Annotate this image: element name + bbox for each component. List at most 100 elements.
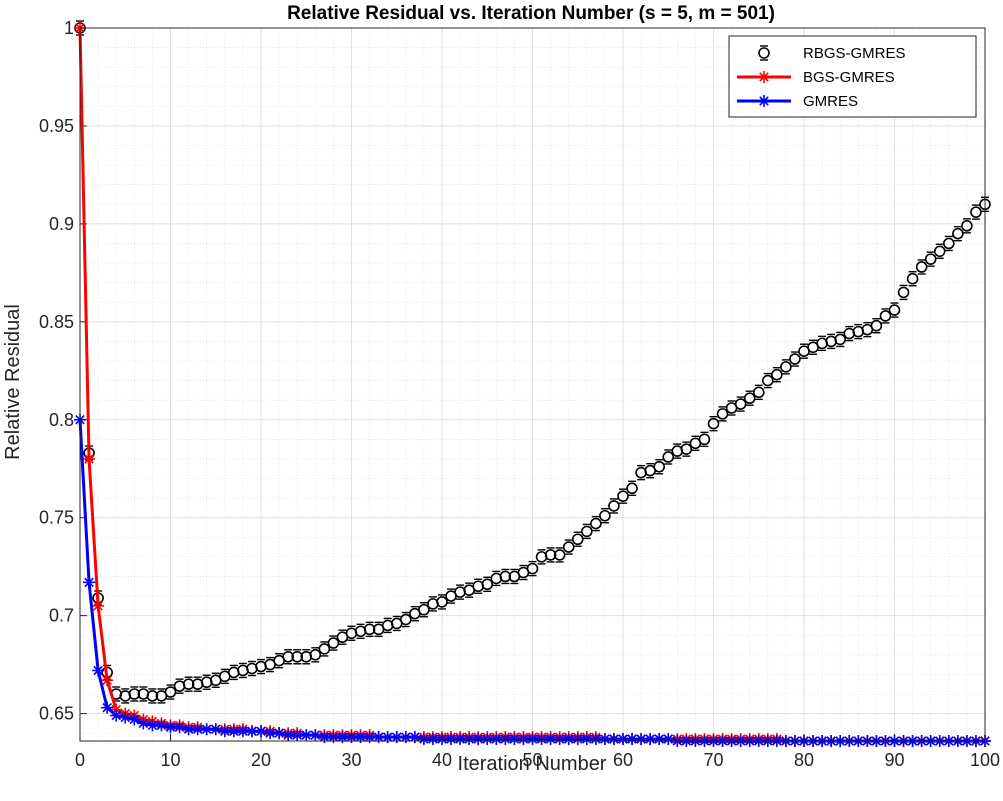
data-point (970, 204, 982, 220)
data-point-stroke (609, 734, 619, 744)
data-point (282, 649, 294, 665)
x-tick-label: 90 (884, 750, 904, 770)
data-point-circle (834, 333, 847, 346)
data-point-circle (698, 433, 711, 446)
data-point-stroke (201, 724, 212, 735)
data-point-stroke (120, 712, 131, 723)
data-point (743, 390, 756, 406)
data-point-stroke (500, 734, 511, 744)
data-point-stroke (328, 732, 339, 742)
data-point (906, 271, 919, 287)
data-point-stroke (247, 726, 257, 736)
data-point-circle (363, 623, 376, 636)
data-point-circle (608, 500, 620, 512)
data-point (707, 415, 720, 432)
x-tick-label: 30 (341, 750, 361, 770)
data-point-circle (879, 310, 892, 322)
data-point-stroke (129, 714, 140, 725)
data-point-circle (970, 206, 982, 218)
data-point-circle (626, 482, 638, 495)
data-point-circle (617, 490, 629, 502)
x-tick-label: 70 (703, 750, 723, 770)
data-point-stroke (147, 720, 158, 731)
data-point-stroke (183, 724, 194, 735)
y-axis-ticks: 0.65 0.7 0.75 0.8 0.85 0.9 0.95 1 (39, 18, 87, 724)
data-point-circle (761, 374, 774, 387)
data-point-stroke (591, 734, 601, 744)
data-point-circle (562, 541, 575, 553)
major-grid (79, 27, 986, 741)
data-point (888, 302, 901, 318)
data-point-stroke (455, 734, 465, 744)
data-point-stroke (572, 734, 583, 744)
data-point (517, 733, 530, 746)
data-point (83, 452, 96, 465)
data-point-circle (571, 533, 584, 546)
x-tick-label: 60 (613, 750, 633, 770)
data-point (526, 560, 539, 577)
data-point (246, 660, 258, 677)
data-point (318, 641, 331, 657)
data-point (191, 723, 204, 736)
data-point (381, 617, 394, 634)
data-point-stroke (210, 724, 221, 735)
data-point-stroke (283, 730, 293, 740)
data-point-stroke (645, 734, 655, 744)
data-point-circle (399, 613, 412, 626)
legend-marker (758, 71, 770, 83)
data-point-circle (933, 245, 946, 258)
data-point (608, 498, 620, 514)
data-point (752, 384, 765, 401)
data-point (942, 235, 955, 252)
data-point-stroke (618, 734, 628, 744)
data-point-circle (870, 319, 883, 332)
data-point-circle (734, 398, 747, 410)
data-point (481, 576, 494, 592)
data-point (173, 721, 186, 734)
data-point-circle (771, 368, 783, 381)
data-point (399, 611, 412, 628)
y-tick-label: 0.75 (39, 508, 74, 528)
data-point (680, 441, 693, 457)
data-point (933, 243, 946, 260)
data-point (490, 733, 503, 746)
legend-entry: BGS-GMRES (737, 69, 895, 86)
data-point (128, 713, 141, 726)
data-point (354, 623, 367, 640)
data-point-circle (291, 650, 304, 663)
y-tick-label: 1 (64, 18, 74, 38)
data-point (698, 431, 711, 448)
data-point (173, 678, 186, 694)
data-point-stroke (355, 732, 366, 742)
data-point (164, 684, 177, 700)
x-tick-label: 10 (160, 750, 180, 770)
data-point (417, 733, 430, 746)
data-point-circle (282, 650, 294, 663)
data-point-stroke (509, 734, 520, 744)
x-tick-label: 20 (251, 750, 271, 770)
data-point (245, 725, 258, 738)
y-tick-label: 0.8 (49, 410, 74, 430)
data-point-circle (906, 272, 919, 285)
data-point (553, 733, 566, 746)
y-tick-label: 0.7 (49, 606, 74, 626)
data-point (318, 731, 331, 744)
legend-entry: GMRES (737, 93, 858, 110)
data-point-stroke (364, 732, 375, 742)
legend-label: RBGS-GMRES (803, 45, 906, 62)
data-point-stroke (563, 734, 574, 744)
data-point-stroke (627, 734, 637, 744)
data-point-circle (128, 688, 141, 700)
data-point-stroke (138, 718, 149, 729)
data-point (119, 688, 132, 704)
data-point-circle (915, 261, 928, 273)
x-axis-ticks: 0 10 20 30 40 50 60 70 80 90 100 (75, 734, 1000, 770)
data-point (716, 406, 729, 422)
data-point (209, 723, 222, 736)
legend-label: GMRES (803, 93, 858, 110)
x-tick-label: 100 (970, 750, 1000, 770)
data-point-circle (961, 220, 973, 232)
data-point (101, 701, 114, 714)
data-point (924, 251, 937, 267)
data-point (879, 308, 892, 324)
